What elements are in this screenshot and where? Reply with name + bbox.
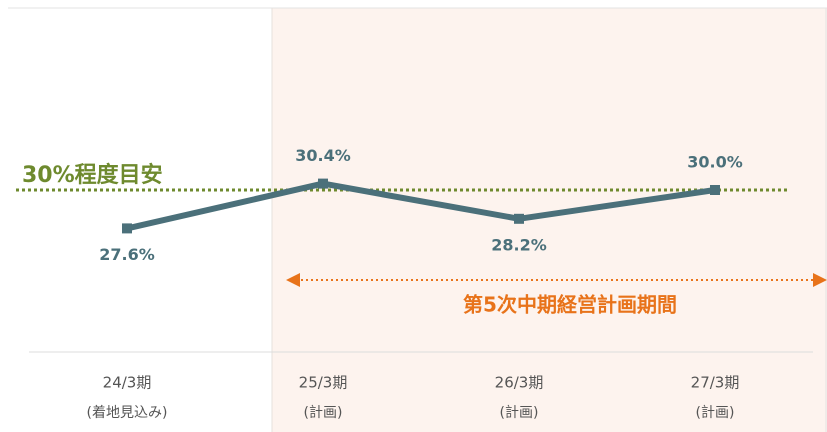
arrow-head-left [286,273,300,287]
data-label: 28.2% [491,235,547,254]
arrow-head-right [813,273,827,287]
x-tick-sublabel: (着地見込み) [87,405,168,421]
x-tick-sublabel: (計画) [696,405,735,421]
point [122,223,132,234]
point [318,178,328,189]
x-tick-sublabel: (計画) [304,405,343,421]
data-label: 30.0% [687,153,743,172]
x-tick-label: 27/3期 [691,374,740,392]
x-tick-sublabel: (計画) [500,405,539,421]
data-label: 30.4% [295,146,351,165]
x-tick-label: 25/3期 [299,374,348,392]
point [710,185,720,195]
x-tick-label: 24/3期 [103,374,152,392]
x-tick-label: 26/3期 [495,374,544,392]
plan-period-shade [272,8,827,432]
point [514,213,524,224]
data-label: 27.6% [99,245,155,264]
annotation-label: 第5次中期経営計画期間 [463,293,677,317]
reference-label: 30%程度目安 [22,162,163,188]
line [126,180,716,232]
